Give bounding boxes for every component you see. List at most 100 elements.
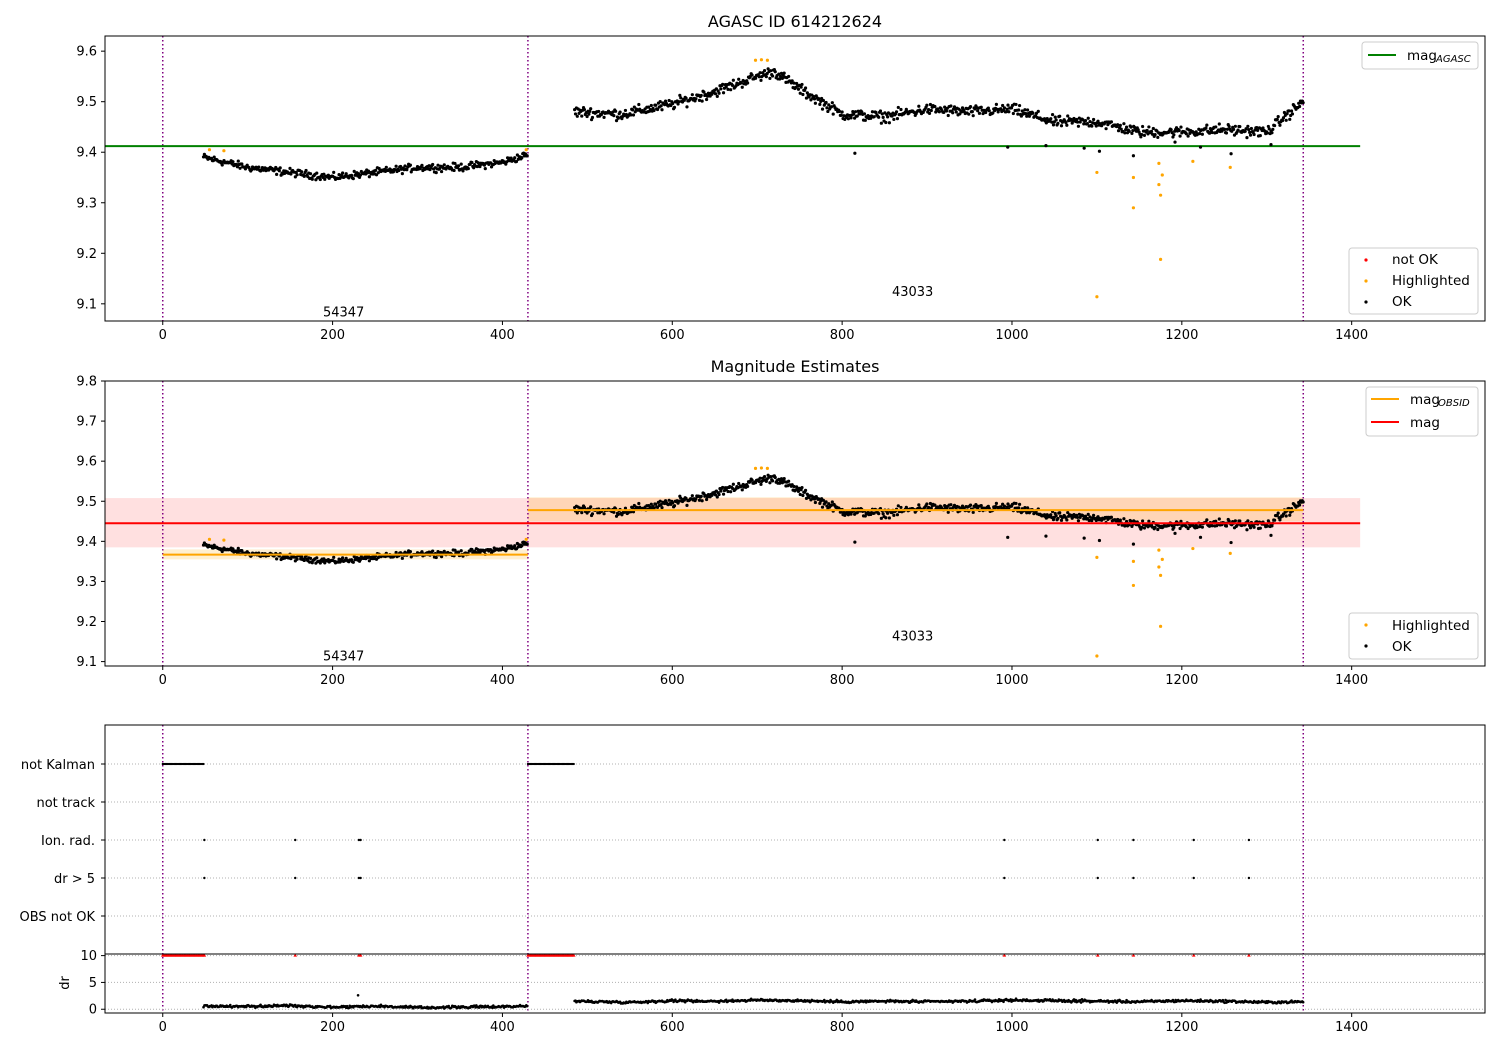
flag-row-label: Ion. rad. (41, 834, 95, 849)
ok-point (453, 161, 457, 166)
ok-point (764, 479, 768, 483)
ok-point (275, 172, 279, 176)
ok-point (892, 513, 896, 517)
ok-point (951, 111, 955, 115)
highlighted-point (1191, 546, 1195, 551)
x-tick-label: 1200 (1165, 328, 1198, 343)
ok-point (1044, 534, 1048, 538)
ok-point (293, 175, 297, 179)
flag-point (1096, 876, 1099, 880)
ok-point (612, 114, 616, 118)
ok-point (726, 87, 730, 91)
ok-point (367, 175, 371, 179)
ok-point (1082, 146, 1086, 150)
ok-point (278, 166, 282, 170)
ok-point (654, 502, 658, 506)
panel2-points (201, 466, 1305, 658)
ok-point (1123, 131, 1127, 135)
ok-point (697, 98, 702, 103)
ok-point (979, 105, 983, 109)
ok-point (1133, 125, 1137, 130)
ok-point (887, 516, 891, 520)
ok-point (1091, 513, 1096, 517)
ok-point (1054, 514, 1058, 518)
ok-point (1258, 526, 1262, 530)
ok-point (1217, 122, 1221, 126)
ok-point (798, 91, 802, 95)
panel1-legend-top: mag AGASC (1361, 41, 1479, 70)
ok-point (1186, 134, 1190, 138)
y-tick-label: 9.1 (76, 655, 97, 670)
ok-point (349, 173, 354, 177)
ok-point (1056, 121, 1060, 125)
dr-x-axis: 0 200 400 600 800 1000 1200 1400 (159, 1013, 1368, 1035)
ok-point (1091, 117, 1096, 122)
ok-point (631, 113, 636, 117)
ok-point (434, 171, 438, 175)
ok-point (704, 97, 709, 102)
dr-point (724, 998, 728, 1002)
ok-point (863, 514, 867, 518)
ok-point (1173, 531, 1177, 535)
highlighted-point (1157, 565, 1161, 569)
ok-point (778, 77, 782, 81)
ok-point (829, 503, 834, 507)
ok-point (436, 550, 440, 554)
ok-point (1050, 120, 1054, 124)
ok-point (928, 102, 933, 107)
ok-point (796, 489, 801, 494)
y-tick-label: 9.4 (76, 146, 97, 161)
ok-point (1006, 535, 1010, 539)
ok-point (580, 114, 584, 118)
ok-point (757, 479, 761, 484)
ok-point (715, 495, 719, 499)
ok-point (1056, 516, 1060, 521)
ok-point (394, 164, 398, 168)
y-tick-label: 9.2 (76, 615, 97, 630)
ok-point (984, 110, 988, 115)
dr-frame (104, 953, 1486, 1014)
ok-point (777, 72, 781, 76)
ok-point (757, 75, 761, 79)
ok-point (787, 479, 791, 483)
ok-point (766, 67, 770, 71)
x-tick-label: 1200 (1165, 1020, 1198, 1035)
ok-point (1025, 114, 1029, 118)
ok-point (1109, 120, 1114, 124)
ok-point (1066, 114, 1070, 118)
ok-point (597, 109, 601, 114)
dr-point (1125, 998, 1128, 1002)
x-tick-label: 1400 (1335, 1020, 1368, 1035)
ok-point (344, 172, 348, 176)
ok-point (762, 69, 767, 73)
ok-point (881, 512, 885, 516)
ok-point (525, 154, 529, 158)
ok-point (1119, 127, 1123, 131)
ok-point (792, 81, 796, 85)
panel-magnitude-estimates: Magnitude Estimates 54347 43033 0 200 400 6… (76, 357, 1486, 688)
ok-point (436, 163, 440, 167)
panel1-title: AGASC ID 614212624 (708, 12, 882, 31)
ok-point (1076, 124, 1081, 128)
ok-point (719, 489, 723, 493)
flag-point (294, 876, 297, 880)
dr-point (1301, 1000, 1305, 1004)
ok-point (1059, 518, 1064, 522)
ok-point (677, 499, 681, 503)
ok-point (1233, 519, 1237, 523)
ok-point (1050, 112, 1055, 117)
legend-frame (1348, 612, 1479, 660)
ok-point (1198, 524, 1202, 529)
ok-point (1023, 108, 1027, 112)
highlighted-point (1095, 555, 1099, 559)
panel2-obsid-label: 43033 (892, 630, 933, 645)
ok-point (839, 113, 843, 117)
ok-point (602, 512, 606, 516)
x-tick-label: 1000 (995, 328, 1028, 343)
ok-point (1271, 127, 1275, 131)
ok-point (470, 160, 474, 165)
ok-point (877, 115, 881, 119)
ok-point (257, 165, 261, 169)
ok-point (637, 102, 641, 107)
ok-point (1075, 120, 1080, 124)
